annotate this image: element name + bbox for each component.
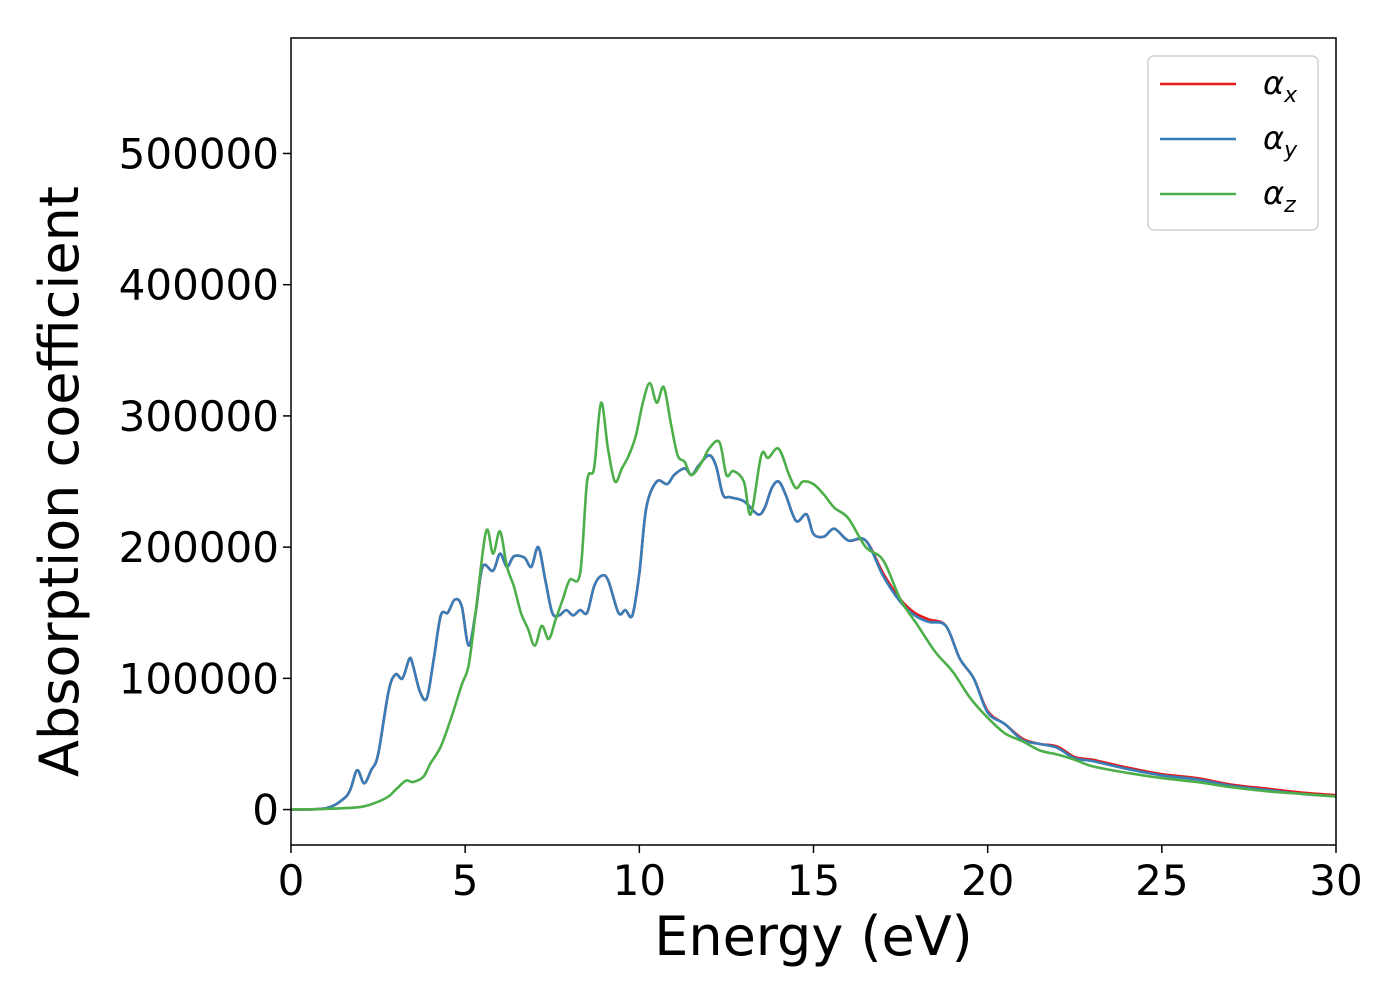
legend-label: αx — [1263, 64, 1298, 108]
x-axis-title: Energy (eV) — [654, 905, 973, 968]
y-axis-ticks: 0 100000 200000 300000 400000 500000 — [119, 129, 291, 835]
y-tick-label: 500000 — [119, 129, 279, 178]
legend-box — [1147, 55, 1319, 231]
legend-label: αz — [1263, 174, 1296, 218]
y-axis-title: Absorption coefficient — [28, 186, 91, 777]
x-tick-label: 5 — [452, 856, 479, 905]
y-tick-label: 300000 — [119, 392, 279, 441]
x-tick-label: 30 — [1309, 856, 1362, 905]
series-lines — [291, 381, 1336, 811]
legend: αx αy αz — [1147, 55, 1319, 231]
y-tick-label: 100000 — [119, 654, 279, 703]
x-axis-ticks: 0 5 10 15 20 25 30 — [278, 845, 1363, 905]
y-tick-label: 0 — [252, 786, 279, 835]
series-line-z — [291, 381, 1336, 811]
y-tick-label: 400000 — [119, 261, 279, 310]
x-tick-label: 0 — [278, 856, 305, 905]
y-tick-label: 200000 — [119, 523, 279, 572]
legend-label: αy — [1263, 119, 1298, 163]
x-tick-label: 25 — [1135, 856, 1188, 905]
x-tick-label: 20 — [961, 856, 1014, 905]
series-line-y — [291, 453, 1336, 811]
series-line-x — [291, 453, 1336, 811]
x-tick-label: 15 — [787, 856, 840, 905]
x-tick-label: 10 — [613, 856, 666, 905]
